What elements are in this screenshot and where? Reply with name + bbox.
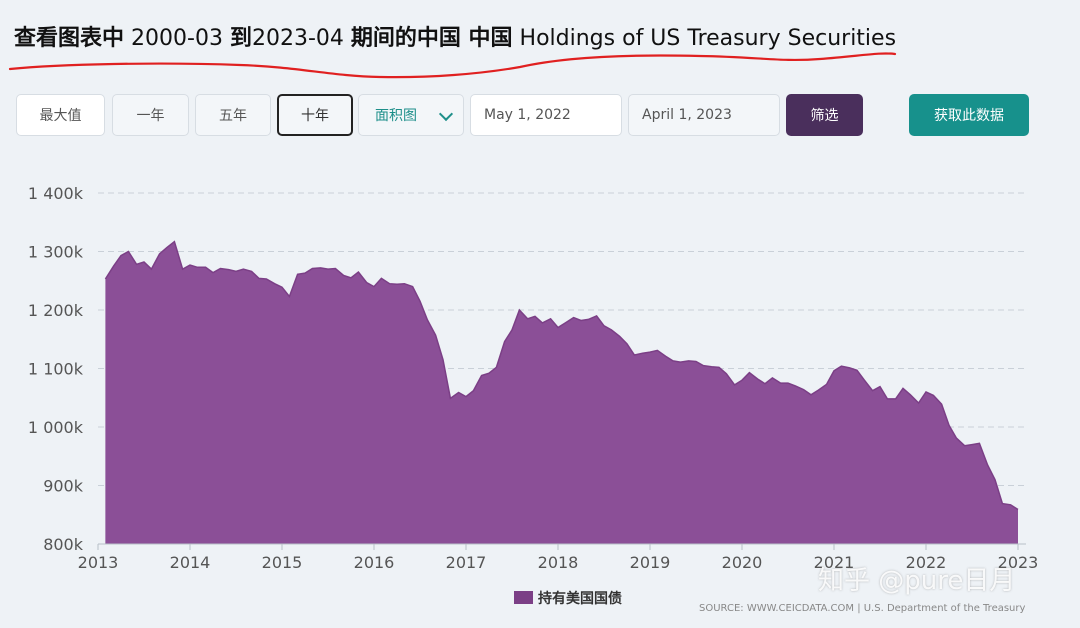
title-country: 期间的中国 中国 bbox=[350, 26, 513, 51]
title-range-start: 2000-03 bbox=[131, 26, 223, 51]
area-series-line bbox=[104, 240, 1019, 511]
watermark: 知乎 @pure日月 bbox=[818, 566, 1016, 596]
x-tick-label: 2020 bbox=[722, 553, 763, 572]
chart-type-select[interactable]: 面积图 bbox=[358, 94, 464, 136]
x-tick-label: 2017 bbox=[446, 553, 487, 572]
title-series: Holdings of US Treasury Securities bbox=[519, 26, 897, 51]
x-tick-label: 2015 bbox=[262, 553, 303, 572]
range-button-max[interactable]: 最大值 bbox=[16, 94, 105, 136]
y-tick-label: 1 000k bbox=[28, 418, 84, 437]
range-button-1y[interactable]: 一年 bbox=[112, 94, 189, 136]
y-tick-label: 1 200k bbox=[28, 301, 84, 320]
y-tick-label: 1 100k bbox=[28, 360, 84, 379]
y-tick-label: 900k bbox=[43, 477, 84, 496]
x-tick-label: 2021 bbox=[814, 553, 855, 572]
range-button-10y[interactable]: 十年 bbox=[277, 94, 353, 136]
x-tick-label: 2013 bbox=[78, 553, 119, 572]
y-tick-label: 1 400k bbox=[28, 184, 84, 203]
title-prefix: 查看图表中 bbox=[14, 26, 125, 51]
get-data-button[interactable]: 获取此数据 bbox=[909, 94, 1029, 136]
legend-swatch bbox=[514, 591, 533, 604]
red-underline-annotation bbox=[8, 52, 897, 79]
area-series-fill bbox=[105, 241, 1019, 544]
title-to: 到 bbox=[229, 26, 252, 51]
y-tick-label: 800k bbox=[43, 535, 84, 554]
x-tick-label: 2016 bbox=[354, 553, 395, 572]
y-tick-label: 1 300k bbox=[28, 243, 84, 262]
range-button-5y[interactable]: 五年 bbox=[195, 94, 271, 136]
title-range-end: 2023-04 bbox=[251, 26, 344, 51]
chart-type-value: 面积图 bbox=[375, 108, 417, 124]
legend-label: 持有美国国债 bbox=[538, 590, 622, 607]
page-title: 查看图表中 2000-03 到2023-04 期间的中国 中国 Holdings… bbox=[14, 20, 896, 52]
x-tick-label: 2018 bbox=[538, 553, 579, 572]
start-date-input[interactable]: May 1, 2022 bbox=[470, 94, 622, 136]
x-tick-label: 2014 bbox=[170, 553, 211, 572]
source-note: SOURCE: WWW.CEICDATA.COM | U.S. Departme… bbox=[699, 603, 1026, 614]
filter-button[interactable]: 筛选 bbox=[786, 94, 863, 136]
end-date-input[interactable]: April 1, 2023 bbox=[628, 94, 780, 136]
x-tick-label: 2022 bbox=[906, 553, 947, 572]
x-tick-label: 2023 bbox=[998, 553, 1039, 572]
x-tick-label: 2019 bbox=[630, 553, 671, 572]
